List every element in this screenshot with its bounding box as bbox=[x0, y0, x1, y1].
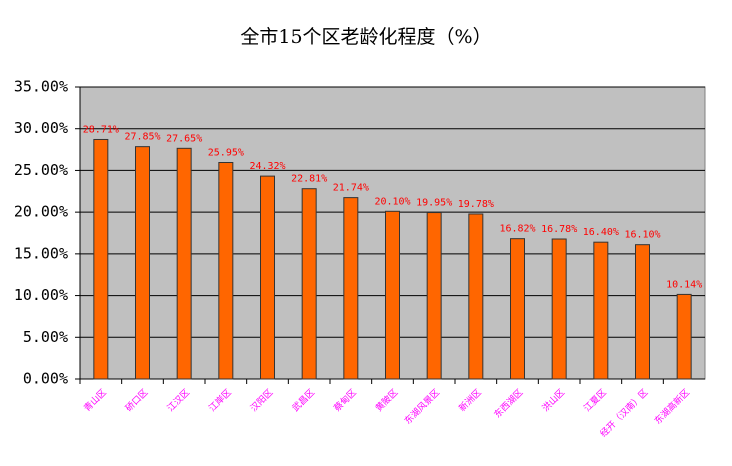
value-label: 24.32% bbox=[249, 161, 285, 172]
bar bbox=[343, 197, 359, 380]
bar bbox=[260, 175, 275, 380]
x-tick-label: 黄陂区 bbox=[373, 386, 401, 414]
value-label: 16.82% bbox=[499, 224, 535, 235]
value-label: 10.14% bbox=[666, 279, 702, 290]
y-tick-label: 35.00% bbox=[14, 78, 68, 96]
bar bbox=[301, 188, 317, 380]
value-label: 27.65% bbox=[166, 133, 202, 144]
y-tick-label: 20.00% bbox=[14, 203, 68, 221]
value-label: 19.95% bbox=[416, 198, 452, 209]
x-tick-label: 东湖高新区 bbox=[652, 386, 692, 426]
x-tick-label: 东湖风景区 bbox=[402, 386, 442, 426]
bar bbox=[551, 238, 567, 380]
bar bbox=[593, 241, 609, 380]
value-label: 22.81% bbox=[291, 174, 327, 185]
value-label: 19.78% bbox=[458, 199, 494, 210]
y-tick-label: 0.00% bbox=[23, 370, 68, 388]
chart-title: 全市15个区老龄化程度（%） bbox=[240, 26, 491, 48]
value-label: 21.74% bbox=[333, 183, 369, 194]
x-tick-label: 东西湖区 bbox=[491, 386, 525, 420]
value-label: 25.95% bbox=[208, 148, 244, 159]
y-tick-label: 10.00% bbox=[14, 286, 68, 304]
bar bbox=[135, 146, 150, 380]
x-tick-label: 洪山区 bbox=[539, 386, 567, 414]
bar bbox=[510, 238, 525, 380]
value-label: 16.40% bbox=[583, 227, 619, 238]
y-tick-label: 30.00% bbox=[14, 119, 68, 137]
bar bbox=[676, 293, 692, 380]
bar bbox=[468, 213, 484, 380]
x-tick-label: 武昌区 bbox=[289, 386, 317, 414]
x-tick-label: 汉阳区 bbox=[249, 387, 276, 414]
x-tick-label: 蔡甸区 bbox=[331, 386, 359, 414]
bar bbox=[93, 138, 109, 380]
bar bbox=[426, 212, 442, 380]
value-label: 27.85% bbox=[124, 132, 160, 143]
bar bbox=[176, 147, 192, 380]
y-tick-label: 25.00% bbox=[14, 161, 68, 179]
value-label: 16.10% bbox=[624, 230, 660, 241]
x-tick-label: 江岸区 bbox=[207, 387, 234, 414]
y-tick-label: 5.00% bbox=[23, 328, 68, 346]
x-tick-label: 硚口区 bbox=[124, 387, 151, 414]
bar bbox=[635, 244, 650, 380]
y-tick-label: 15.00% bbox=[14, 244, 68, 262]
value-label: 28.71% bbox=[83, 124, 119, 135]
value-label: 16.78% bbox=[541, 224, 577, 235]
x-tick-label: 江夏区 bbox=[582, 387, 609, 414]
x-tick-label: 江汉区 bbox=[165, 387, 192, 414]
value-label: 20.10% bbox=[374, 196, 410, 207]
x-tick-label: 新洲区 bbox=[456, 386, 484, 414]
bar bbox=[385, 210, 400, 380]
bar bbox=[218, 162, 234, 380]
x-tick-label: 青山区 bbox=[81, 386, 109, 414]
